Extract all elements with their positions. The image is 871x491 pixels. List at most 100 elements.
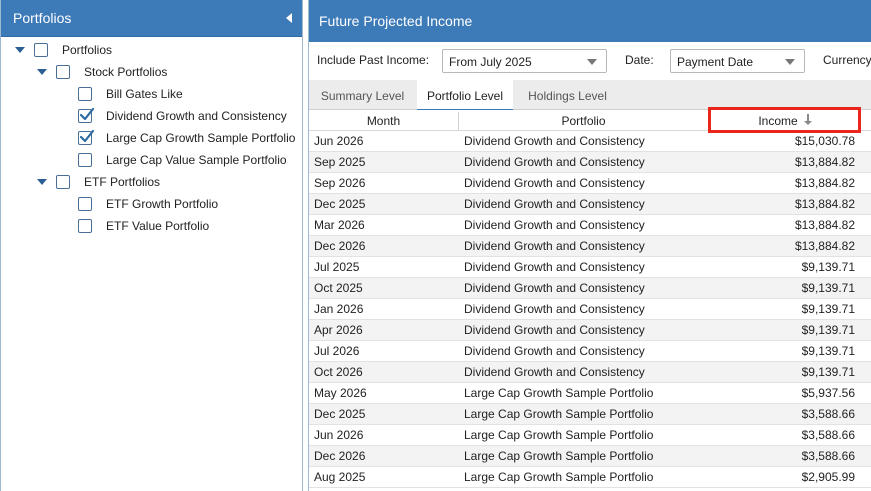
cell-month: Mar 2026 xyxy=(314,218,365,232)
cell-portfolio: Dividend Growth and Consistency xyxy=(464,134,645,148)
cell-portfolio: Dividend Growth and Consistency xyxy=(464,344,645,358)
expand-arrow-icon[interactable] xyxy=(37,69,47,75)
table-row[interactable]: Jan 2026 Dividend Growth and Consistency $… xyxy=(309,299,871,320)
tab-holdings-level[interactable]: Holdings Level xyxy=(514,80,621,110)
column-header-month[interactable]: Month xyxy=(309,110,458,131)
tree-item-bill-gates-like[interactable]: Bill Gates Like xyxy=(1,83,302,105)
tree-item-dividend-growth[interactable]: Dividend Growth and Consistency xyxy=(1,105,302,127)
table-row[interactable]: Dec 2025 Dividend Growth and Consistency $… xyxy=(309,194,871,215)
checkbox-stock-portfolios[interactable] xyxy=(56,65,70,79)
cell-income: $9,139.71 xyxy=(801,260,855,274)
include-past-label: Include Past Income: xyxy=(317,53,430,67)
tree-label: Bill Gates Like xyxy=(106,87,183,101)
table-row[interactable]: Dec 2026 Large Cap Growth Sample Portfoli… xyxy=(309,446,871,467)
expand-arrow-icon[interactable] xyxy=(37,179,47,185)
page-title: Future Projected Income xyxy=(319,13,473,29)
tab-summary-level[interactable]: Summary Level xyxy=(309,80,416,110)
portfolios-panel: Portfolios Portfolios Stock Portfolios B… xyxy=(0,0,303,491)
date-select[interactable]: Payment Date xyxy=(670,49,805,73)
checkbox-etf-value[interactable] xyxy=(78,219,92,233)
column-header-portfolio[interactable]: Portfolio xyxy=(459,110,708,131)
tab-portfolio-level[interactable]: Portfolio Level xyxy=(417,80,513,111)
checkmark-icon xyxy=(79,129,95,143)
cell-income: $13,884.82 xyxy=(794,176,855,190)
checkbox-dividend-growth[interactable] xyxy=(78,107,95,123)
cell-portfolio: Large Cap Growth Sample Portfolio xyxy=(464,407,654,421)
cell-month: Dec 2026 xyxy=(314,449,366,463)
portfolio-tree: Portfolios Stock Portfolios Bill Gates L… xyxy=(1,37,302,237)
portfolios-panel-title: Portfolios xyxy=(13,10,72,26)
cell-income: $2,905.99 xyxy=(801,470,855,484)
column-label: Income xyxy=(758,114,798,128)
checkbox-bill-gates-like[interactable] xyxy=(78,87,92,101)
cell-portfolio: Dividend Growth and Consistency xyxy=(464,281,645,295)
tree-item-etf-growth[interactable]: ETF Growth Portfolio xyxy=(1,193,302,215)
cell-income: $15,030.78 xyxy=(794,134,855,148)
checkbox-portfolios[interactable] xyxy=(34,43,48,57)
level-tabs: Summary Level Portfolio Level Holdings L… xyxy=(309,80,871,111)
sort-descending-icon xyxy=(803,114,812,126)
checkbox-large-cap-value[interactable] xyxy=(78,153,92,167)
column-header-income[interactable]: Income xyxy=(709,110,861,131)
tree-item-stock-portfolios[interactable]: Stock Portfolios xyxy=(1,61,302,83)
checkbox-etf-portfolios[interactable] xyxy=(56,175,70,189)
cell-portfolio: Dividend Growth and Consistency xyxy=(464,260,645,274)
table-row[interactable]: Dec 2025 Large Cap Growth Sample Portfoli… xyxy=(309,404,871,425)
cell-month: Jan 2026 xyxy=(314,302,364,316)
cell-income: $3,588.66 xyxy=(801,407,855,421)
checkbox-large-cap-growth[interactable] xyxy=(78,129,95,145)
tree-item-etf-value[interactable]: ETF Value Portfolio xyxy=(1,215,302,237)
cell-portfolio: Large Cap Growth Sample Portfolio xyxy=(464,449,654,463)
table-row[interactable]: Jun 2026 Dividend Growth and Consistency $… xyxy=(309,131,871,152)
cell-month: Jun 2026 xyxy=(314,134,364,148)
table-row[interactable]: Apr 2026 Dividend Growth and Consistency $… xyxy=(309,320,871,341)
tree-label: Dividend Growth and Consistency xyxy=(106,109,287,123)
filter-bar: Include Past Income: From July 2025 Date… xyxy=(309,42,871,80)
table-row[interactable]: Sep 2025 Dividend Growth and Consistency $… xyxy=(309,152,871,173)
table-row[interactable]: Oct 2025 Dividend Growth and Consistency $… xyxy=(309,278,871,299)
cell-income: $9,139.71 xyxy=(801,281,855,295)
date-label: Date: xyxy=(625,53,654,67)
tree-label: ETF Value Portfolio xyxy=(106,219,210,233)
tree-item-large-cap-growth[interactable]: Large Cap Growth Sample Portfolio xyxy=(1,127,302,149)
tree-label: Stock Portfolios xyxy=(84,65,168,79)
table-row[interactable]: Mar 2026 Dividend Growth and Consistency $… xyxy=(309,215,871,236)
table-row[interactable]: Oct 2026 Dividend Growth and Consistency $… xyxy=(309,362,871,383)
table-row[interactable]: Jul 2026 Dividend Growth and Consistency $… xyxy=(309,341,871,362)
cell-portfolio: Dividend Growth and Consistency xyxy=(464,197,645,211)
cell-month: Oct 2025 xyxy=(314,281,363,295)
cell-month: Dec 2025 xyxy=(314,407,366,421)
cell-income: $13,884.82 xyxy=(794,155,855,169)
checkmark-icon xyxy=(79,107,95,121)
collapse-left-icon[interactable] xyxy=(286,13,292,23)
tree-item-etf-portfolios[interactable]: ETF Portfolios xyxy=(1,171,302,193)
cell-portfolio: Large Cap Growth Sample Portfolio xyxy=(464,428,654,442)
tree-item-portfolios[interactable]: Portfolios xyxy=(1,39,302,61)
cell-portfolio: Dividend Growth and Consistency xyxy=(464,239,645,253)
table-row[interactable]: Aug 2025 Large Cap Growth Sample Portfoli… xyxy=(309,467,871,488)
tree-label: ETF Growth Portfolio xyxy=(106,197,219,211)
cell-income: $13,884.82 xyxy=(794,239,855,253)
tree-item-large-cap-value[interactable]: Large Cap Value Sample Portfolio xyxy=(1,149,302,171)
table-row[interactable]: Dec 2026 Dividend Growth and Consistency $… xyxy=(309,236,871,257)
expand-arrow-icon[interactable] xyxy=(15,47,25,53)
cell-portfolio: Dividend Growth and Consistency xyxy=(464,176,645,190)
income-panel: Future Projected Income Include Past Inc… xyxy=(308,0,871,491)
chevron-down-icon xyxy=(785,59,795,65)
tree-label: Portfolios xyxy=(62,43,113,57)
table-row[interactable]: May 2026 Large Cap Growth Sample Portfoli… xyxy=(309,383,871,404)
table-row[interactable]: Jul 2025 Dividend Growth and Consistency $… xyxy=(309,257,871,278)
cell-income: $3,588.66 xyxy=(801,428,855,442)
include-past-value: From July 2025 xyxy=(449,55,532,69)
checkbox-etf-growth[interactable] xyxy=(78,197,92,211)
cell-month: Jul 2025 xyxy=(314,260,360,274)
column-divider[interactable] xyxy=(458,112,459,130)
include-past-select[interactable]: From July 2025 xyxy=(442,49,607,73)
table-row[interactable]: Jun 2026 Large Cap Growth Sample Portfoli… xyxy=(309,425,871,446)
cell-month: Jun 2026 xyxy=(314,428,364,442)
cell-portfolio: Large Cap Growth Sample Portfolio xyxy=(464,470,654,484)
table-row[interactable]: Sep 2026 Dividend Growth and Consistency $… xyxy=(309,173,871,194)
cell-month: Dec 2026 xyxy=(314,239,366,253)
tree-label: Large Cap Growth Sample Portfolio xyxy=(106,131,296,145)
